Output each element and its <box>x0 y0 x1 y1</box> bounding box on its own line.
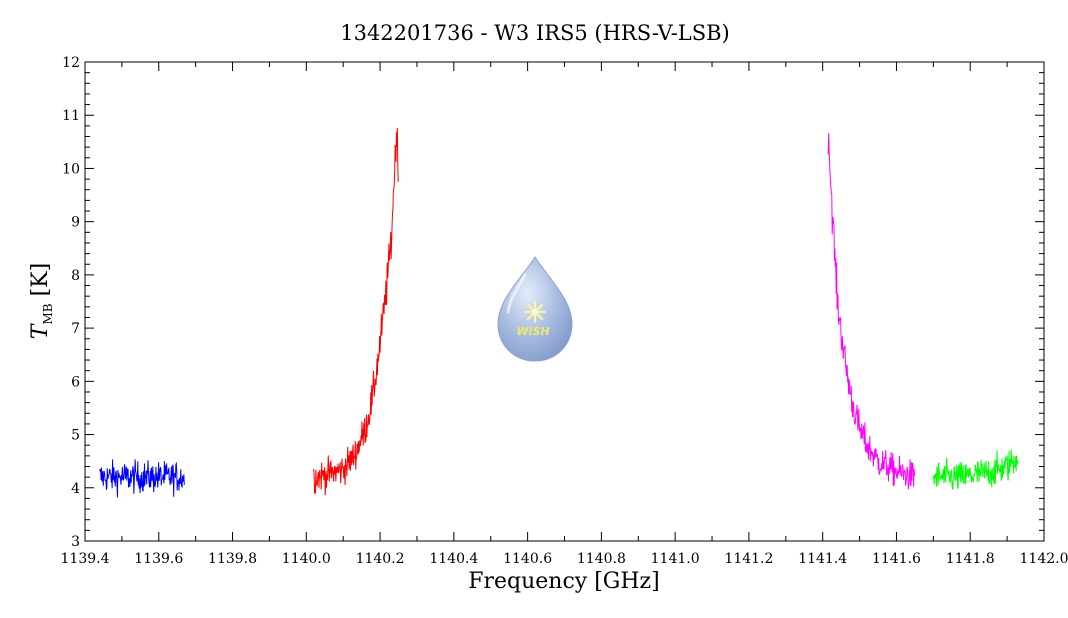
y-tick-label: 7 <box>71 321 80 337</box>
y-axis-label-subscript: MB <box>41 303 55 324</box>
x-tick-label: 1141.8 <box>946 551 995 567</box>
series-line-1 <box>99 459 185 498</box>
x-tick-label: 1139.4 <box>61 551 110 567</box>
y-tick-label: 8 <box>71 268 80 284</box>
x-tick-label: 1141.6 <box>872 551 921 567</box>
axis-ticks <box>84 61 1045 542</box>
x-tick-labels: 1139.4 1139.6 1139.8 1140.0 1140.2 1140.4 1140… <box>61 551 1068 567</box>
x-tick-label: 1141.2 <box>724 551 773 567</box>
x-tick-label: 1141.4 <box>798 551 847 567</box>
y-tick-label: 6 <box>71 374 80 390</box>
y-tick-label: 9 <box>71 215 80 231</box>
chart-title: 1342201736 - W3 IRS5 (HRS-V-LSB) <box>340 21 730 45</box>
wish-logo: WISH <box>497 256 573 362</box>
series-line-2 <box>313 128 399 496</box>
x-tick-label: 1140.8 <box>577 551 626 567</box>
series-layer <box>99 128 1019 498</box>
x-tick-label: 1139.6 <box>134 551 183 567</box>
y-axis-label-unit: [K] <box>28 263 53 304</box>
y-tick-label: 11 <box>62 108 80 124</box>
y-tick-label: 4 <box>71 481 80 497</box>
x-tick-label: 1139.8 <box>208 551 257 567</box>
x-tick-label: 1141.0 <box>651 551 700 567</box>
y-tick-label: 12 <box>62 55 80 71</box>
series-line-4 <box>932 449 1019 491</box>
y-axis-label-symbol: T <box>28 322 53 339</box>
x-tick-label: 1140.6 <box>503 551 552 567</box>
y-tick-label: 10 <box>62 161 80 177</box>
y-tick-labels: 3 4 5 6 7 8 9 10 11 12 <box>62 55 80 550</box>
x-tick-label: 1142.0 <box>1020 551 1068 567</box>
x-tick-label: 1140.2 <box>356 551 405 567</box>
y-tick-label: 5 <box>71 428 80 444</box>
y-tick-label: 3 <box>71 534 80 550</box>
wish-logo-label: WISH <box>516 325 549 338</box>
x-tick-label: 1140.4 <box>429 551 478 567</box>
x-tick-label: 1140.0 <box>282 551 331 567</box>
y-axis-label: TMB [K] <box>28 263 55 339</box>
series-line-3 <box>827 133 916 490</box>
x-axis-label: Frequency [GHz] <box>468 569 660 594</box>
